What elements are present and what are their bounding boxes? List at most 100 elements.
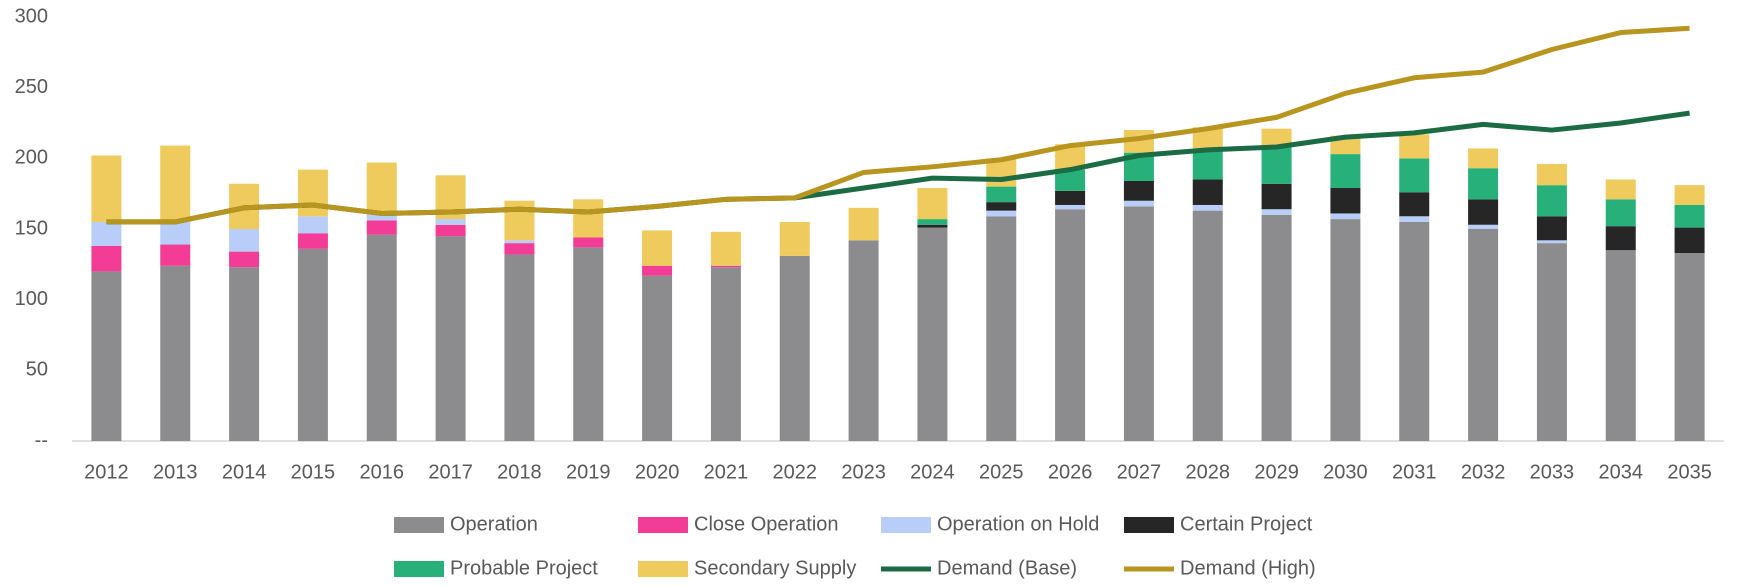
- x-tick-label: 2029: [1254, 461, 1299, 483]
- bar-segment: [1468, 224, 1499, 229]
- bar-segment: [1536, 163, 1567, 186]
- bar-segment: [1468, 199, 1499, 225]
- bar-segment: [779, 221, 810, 256]
- legend-label: Demand (Base): [937, 557, 1077, 579]
- bar-segment: [1123, 206, 1154, 441]
- legend-label: Demand (High): [1180, 557, 1316, 579]
- x-tick-label: 2022: [773, 461, 818, 483]
- bar-segment: [160, 221, 191, 245]
- bar-segment: [1674, 227, 1705, 254]
- bar-segment: [1123, 200, 1154, 207]
- bar-segment: [366, 234, 397, 441]
- bar-segment: [573, 247, 604, 441]
- bar-segment: [91, 271, 122, 441]
- bar-segment: [435, 219, 466, 225]
- bar-segment: [710, 265, 741, 268]
- bar-segment: [1468, 168, 1499, 200]
- x-tick-label: 2017: [428, 461, 473, 483]
- bar-segment: [1055, 169, 1086, 191]
- legend-label: Operation: [450, 513, 538, 535]
- bar-segment: [1192, 210, 1223, 441]
- legend-swatch: [394, 517, 444, 533]
- bar-segment: [1536, 216, 1567, 241]
- bar-segment: [573, 199, 604, 238]
- x-tick-label: 2032: [1461, 461, 1506, 483]
- bar-segment: [917, 219, 948, 225]
- bar-segment: [642, 265, 673, 276]
- legend-swatch: [638, 517, 688, 533]
- bar-segment: [1674, 185, 1705, 205]
- bar-segment: [91, 155, 122, 222]
- bar-segment: [1330, 188, 1361, 214]
- bar-segment: [1399, 221, 1430, 441]
- x-tick-label: 2025: [979, 461, 1024, 483]
- bar-segment: [366, 220, 397, 235]
- y-tick-label: 150: [15, 217, 48, 239]
- bar-segment: [1055, 204, 1086, 210]
- x-tick-label: 2035: [1667, 461, 1712, 483]
- bar-segment: [229, 251, 260, 268]
- legend-swatch: [1124, 517, 1174, 533]
- bar-segment: [366, 162, 397, 215]
- bar-segment: [1536, 185, 1567, 217]
- bar-segment: [986, 186, 1017, 203]
- bar-segment: [297, 233, 328, 249]
- x-tick-label: 2015: [291, 461, 336, 483]
- x-tick-label: 2030: [1323, 461, 1368, 483]
- legend-label: Certain Project: [1180, 513, 1313, 535]
- bar-segment: [1330, 213, 1361, 220]
- bar-segment: [1055, 209, 1086, 441]
- bar-segment: [91, 221, 122, 246]
- x-tick-label: 2018: [497, 461, 542, 483]
- y-tick-label: 100: [15, 288, 48, 310]
- x-tick-label: 2012: [84, 461, 129, 483]
- bar-segment: [848, 240, 879, 441]
- y-tick-label: 300: [15, 5, 48, 27]
- bar-segment: [435, 224, 466, 237]
- y-tick-label: 250: [15, 76, 48, 98]
- bar-segment: [229, 267, 260, 441]
- bar-segment: [435, 236, 466, 441]
- bar-segment: [1330, 154, 1361, 189]
- x-tick-label: 2019: [566, 461, 611, 483]
- legend-label: Operation on Hold: [937, 513, 1099, 535]
- bar-segment: [917, 188, 948, 220]
- bar-segment: [710, 267, 741, 441]
- bar-segment: [1399, 134, 1430, 159]
- bar-segment: [297, 216, 328, 234]
- bar-segment: [504, 240, 535, 244]
- bar-segment: [1261, 214, 1292, 441]
- bar-segment: [1399, 216, 1430, 222]
- bar-segment: [986, 202, 1017, 211]
- bar-segment: [1605, 179, 1636, 200]
- bar-segment: [160, 265, 191, 441]
- bar-segment: [1399, 192, 1430, 217]
- bar-segment: [91, 245, 122, 272]
- bar-segment: [917, 227, 948, 441]
- legend-swatch: [881, 517, 931, 533]
- bar-segment: [1536, 240, 1567, 244]
- x-tick-label: 2034: [1599, 461, 1644, 483]
- y-tick-label: 50: [26, 359, 48, 381]
- x-tick-label: 2014: [222, 461, 267, 483]
- bar-segment: [573, 237, 604, 248]
- bar-segment: [710, 231, 741, 266]
- bar-segment: [1536, 243, 1567, 441]
- bar-segment: [1605, 199, 1636, 227]
- bar-segment: [160, 145, 191, 222]
- bar-segment: [642, 230, 673, 266]
- bar-segment: [1192, 179, 1223, 205]
- x-tick-label: 2027: [1117, 461, 1162, 483]
- x-tick-label: 2016: [360, 461, 405, 483]
- legend-swatch: [394, 561, 444, 577]
- bar-segment: [1261, 183, 1292, 210]
- bar-segment: [1123, 180, 1154, 201]
- y-tick-label: --: [35, 429, 48, 451]
- bar-segment: [1261, 209, 1292, 215]
- x-tick-label: 2023: [841, 461, 886, 483]
- bar-segment: [1055, 190, 1086, 205]
- bar-segment: [366, 214, 397, 221]
- x-tick-label: 2024: [910, 461, 955, 483]
- legend-label: Secondary Supply: [694, 557, 856, 579]
